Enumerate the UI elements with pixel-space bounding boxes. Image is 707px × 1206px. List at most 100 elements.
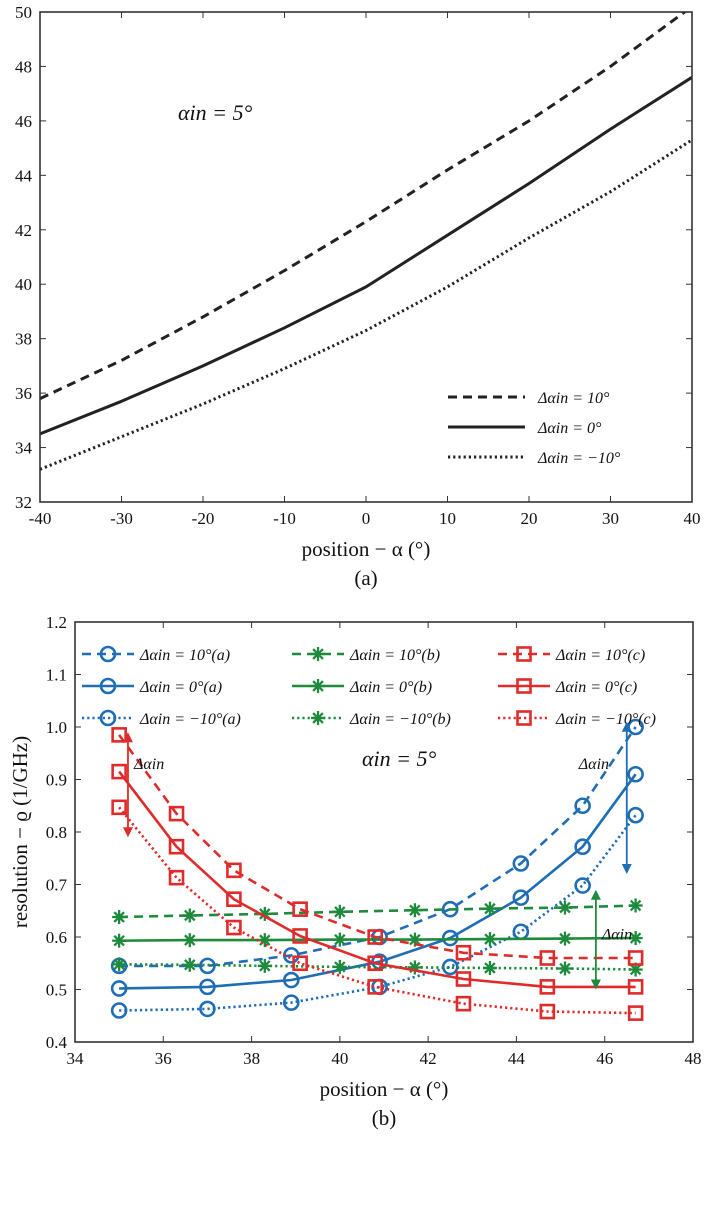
x-tick-label: 40 bbox=[331, 1049, 348, 1068]
data-point-7-3 bbox=[292, 928, 308, 944]
data-point-4-3 bbox=[332, 932, 347, 947]
data-point-8-0 bbox=[111, 799, 127, 816]
data-point-1-2 bbox=[282, 971, 300, 989]
data-point-3-1-stroke bbox=[184, 909, 196, 922]
data-point-6-0 bbox=[111, 727, 127, 743]
data-point-6-1 bbox=[168, 805, 185, 822]
arrow-label-green: Δαin bbox=[601, 926, 632, 943]
data-point-5-5-stroke bbox=[484, 962, 496, 974]
data-point-3-4 bbox=[407, 903, 422, 918]
y-tick-label: 0.6 bbox=[46, 928, 67, 947]
data-point-8-5 bbox=[455, 995, 472, 1012]
series-line-2 bbox=[40, 138, 692, 471]
data-point-4-3-stroke bbox=[334, 933, 346, 946]
data-point-4-7-stroke bbox=[629, 932, 642, 944]
annotation-alpha-in: αin = 5° bbox=[178, 100, 253, 125]
data-point-2-1 bbox=[199, 1000, 216, 1018]
y-tick-label: 38 bbox=[15, 330, 32, 349]
y-tick-label: 1.1 bbox=[46, 666, 67, 685]
series-line-3 bbox=[119, 904, 636, 919]
arrow-blue-head-down bbox=[621, 864, 632, 874]
data-point-2-5 bbox=[512, 923, 530, 941]
data-point-5-0-stroke bbox=[113, 958, 125, 971]
x-tick-label: -10 bbox=[273, 509, 296, 528]
y-tick-label: 1.0 bbox=[46, 718, 67, 737]
panel-caption: (b) bbox=[372, 1106, 397, 1130]
data-point-5-6 bbox=[557, 961, 572, 976]
data-point-6-7 bbox=[627, 950, 644, 966]
y-axis-label: resolution − ϱ (1/GHz) bbox=[8, 736, 32, 928]
x-tick-label: 44 bbox=[508, 1049, 526, 1068]
y-tick-label: 48 bbox=[15, 57, 32, 76]
legend-marker-2 bbox=[99, 709, 117, 727]
legend-marker-3-stroke bbox=[312, 648, 324, 660]
legend-label-6: Δαin = 10°(c) bbox=[555, 647, 645, 664]
legend-label-3: Δαin = 10°(b) bbox=[349, 647, 440, 664]
legend-marker-7 bbox=[516, 678, 532, 694]
y-tick-label: 36 bbox=[15, 384, 32, 403]
data-point-3-0-stroke bbox=[113, 911, 125, 923]
x-tick-label: 46 bbox=[596, 1049, 613, 1068]
legend-marker-1 bbox=[99, 677, 117, 695]
legend-marker-0 bbox=[99, 645, 117, 663]
arrow-red bbox=[122, 732, 133, 838]
arrow-green bbox=[590, 889, 601, 990]
data-point-3-5 bbox=[482, 901, 497, 916]
legend-marker-5-stroke bbox=[312, 712, 324, 724]
legend: Δαin = 10°(a) Δαin = 0°(a) Δαin = −10°(a) Δ… bbox=[82, 645, 656, 728]
data-point-4-7 bbox=[628, 931, 643, 946]
y-tick-label: 40 bbox=[15, 275, 32, 294]
series-line-8 bbox=[118, 806, 636, 1015]
data-point-5-7-stroke bbox=[629, 963, 642, 976]
y-tick-label: 0.8 bbox=[46, 823, 67, 842]
data-point-8-7 bbox=[627, 1005, 644, 1021]
data-point-4-0 bbox=[112, 933, 127, 948]
legend-label-1: Δαin = 0° bbox=[537, 420, 602, 437]
data-point-1-6 bbox=[574, 838, 591, 856]
y-tick-label: 34 bbox=[15, 439, 33, 458]
data-point-3-0 bbox=[112, 910, 127, 925]
x-tick-label: 10 bbox=[439, 509, 456, 528]
data-point-4-2 bbox=[257, 933, 272, 948]
data-point-8-1 bbox=[168, 869, 185, 886]
y-tick-label: 0.4 bbox=[46, 1033, 68, 1052]
data-point-6-4 bbox=[367, 929, 383, 945]
arrow-green-head-up bbox=[590, 889, 601, 900]
arrow-green-head-down bbox=[590, 979, 601, 990]
y-tick-label: 46 bbox=[15, 112, 32, 131]
data-point-7-6 bbox=[539, 979, 556, 995]
data-point-3-3-stroke bbox=[334, 906, 346, 918]
legend-label-2: Δαin = −10°(a) bbox=[139, 711, 241, 728]
x-tick-label: 48 bbox=[685, 1049, 702, 1068]
data-point-5-6-stroke bbox=[559, 962, 571, 975]
data-point-4-5 bbox=[482, 932, 497, 947]
arrow-label-blue: Δαin bbox=[578, 756, 609, 773]
series-line-5 bbox=[119, 963, 636, 971]
y-tick-label: 0.7 bbox=[46, 876, 68, 895]
arrow-blue bbox=[621, 721, 632, 874]
data-point-4-4-stroke bbox=[409, 933, 421, 946]
data-point-4-6 bbox=[557, 931, 572, 946]
data-point-0-5 bbox=[512, 855, 530, 872]
data-point-3-1 bbox=[182, 908, 197, 923]
data-point-3-7 bbox=[628, 898, 643, 913]
x-axis-label: position − α (°) bbox=[320, 1077, 449, 1101]
annotation-alpha-in: αin = 5° bbox=[362, 746, 437, 771]
series-group bbox=[110, 718, 644, 1021]
x-tick-label: 42 bbox=[420, 1049, 437, 1068]
x-tick-label: -30 bbox=[110, 509, 133, 528]
data-point-3-2-stroke bbox=[259, 908, 271, 920]
arrow-label-red: Δαin bbox=[133, 756, 164, 773]
y-tick-label: 0.5 bbox=[46, 981, 67, 1000]
data-point-2-2 bbox=[282, 994, 300, 1011]
plot-frame bbox=[39, 11, 693, 503]
y-tick-label: 1.2 bbox=[46, 613, 67, 632]
data-point-3-6 bbox=[557, 900, 572, 915]
data-point-8-3 bbox=[292, 955, 308, 972]
data-point-5-5 bbox=[482, 960, 497, 975]
x-tick-label: 34 bbox=[67, 1049, 85, 1068]
data-point-5-3 bbox=[332, 959, 347, 974]
data-point-0-6 bbox=[574, 797, 591, 815]
series-line-4 bbox=[119, 936, 636, 942]
ticks: -40 -30 -20 -10 0 10 20 30 40 32 34 36 38 40 42 44 46 48 5… bbox=[15, 3, 701, 528]
